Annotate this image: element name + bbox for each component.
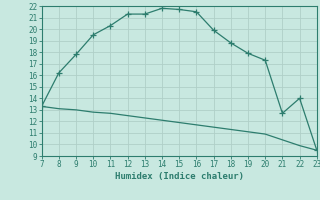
X-axis label: Humidex (Indice chaleur): Humidex (Indice chaleur): [115, 172, 244, 181]
